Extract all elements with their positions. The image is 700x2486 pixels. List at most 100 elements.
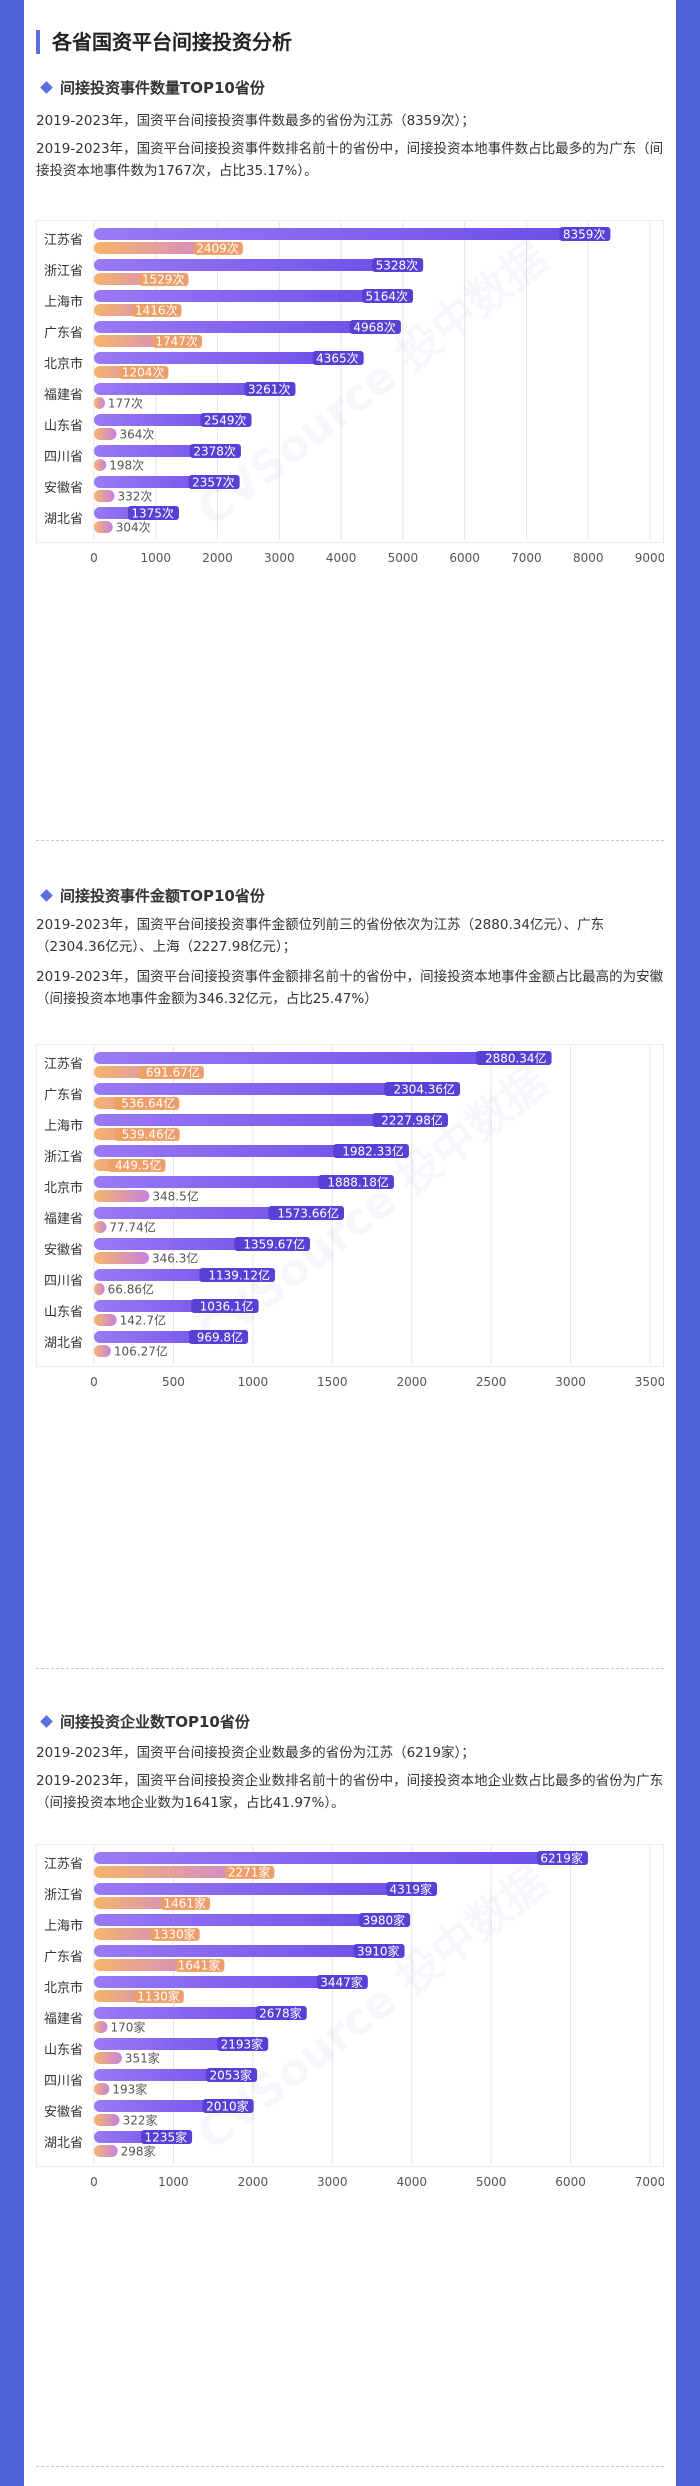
bar-local-value-label: 177次 — [108, 397, 143, 411]
category-label: 广东省 — [44, 326, 83, 341]
bar-main-value-label: 2227.98亿 — [381, 1113, 443, 1128]
bar-main-label-bg — [372, 1113, 448, 1127]
bar-main-value-label: 3910家 — [357, 1944, 400, 1959]
bar-local — [94, 2021, 108, 2033]
bar-main — [94, 1883, 438, 1895]
bar-local-value-label: 351家 — [125, 2051, 160, 2066]
bar-main-label-bg — [362, 289, 414, 303]
x-tick-label: 6000 — [449, 551, 480, 562]
x-tick-label: 3000 — [317, 2175, 348, 2189]
bar-local-value-label: 170家 — [111, 2020, 146, 2035]
section-title: 间接投资事件金额TOP10省份 — [40, 886, 265, 906]
bar-local-value-label: 193家 — [112, 2082, 147, 2097]
bar-local-value-label: 1747次 — [155, 335, 198, 349]
report-page: 各省国资平台间接投资分析 间接投资事件数量TOP10省份 2019-2023年，… — [24, 0, 676, 2486]
category-label: 北京市 — [44, 1980, 83, 1996]
category-label: 上海市 — [44, 1118, 83, 1134]
bar-main-value-label: 8359次 — [563, 228, 606, 242]
category-label: 四川省 — [44, 450, 83, 465]
bar-main-label-bg — [268, 1206, 344, 1220]
bar-main-value-label: 4319家 — [390, 1882, 433, 1897]
bar-local — [94, 1283, 105, 1295]
bar-local-label-bg — [152, 335, 202, 348]
bar-main-value-label: 1036.1亿 — [200, 1299, 254, 1314]
bar-local — [94, 2114, 120, 2126]
bar-local-label-bg — [113, 1097, 180, 1110]
bar-main — [94, 290, 414, 302]
bar-main-label-bg — [188, 475, 240, 489]
bar-main — [94, 1145, 409, 1157]
bar-main-label-bg — [188, 1330, 249, 1344]
category-label: 广东省 — [44, 1950, 83, 1965]
bar-main-value-label: 1235家 — [145, 2130, 188, 2145]
bar-local-value-label: 2271家 — [228, 1865, 271, 1880]
section-paragraph: 2019-2023年，国资平台间接投资企业数排名前十的省份中，间接投资本地企业数… — [36, 1773, 664, 1811]
bar-main — [94, 1852, 588, 1864]
bar-local-label-bg — [161, 1897, 211, 1910]
bar-local — [94, 521, 113, 533]
bar-local-value-label: 322家 — [123, 2113, 158, 2128]
chart-frame — [36, 220, 664, 543]
bar-main-value-label: 3261次 — [248, 383, 291, 397]
bar-main-label-bg — [475, 1051, 552, 1065]
bar-main-value-label: 1359.67亿 — [243, 1237, 305, 1252]
bar-main-label-bg — [206, 2068, 258, 2082]
category-label: 湖北省 — [44, 2136, 83, 2151]
x-tick-label: 5000 — [388, 551, 419, 562]
x-tick-label: 5000 — [476, 2175, 507, 2189]
section-paragraph: 2019-2023年，国资平台间接投资企业数最多的省份为江苏（6219家）； — [36, 1745, 475, 1761]
x-tick-label: 8000 — [573, 551, 604, 562]
bar-local-label-bg — [114, 1128, 180, 1141]
section-divider — [36, 2466, 664, 2467]
x-tick-label: 1000 — [238, 1375, 269, 1389]
bar-main-value-label: 2378次 — [193, 445, 236, 459]
x-tick-label: 1500 — [317, 1375, 348, 1389]
bar-main — [94, 1083, 461, 1095]
bar-local-value-label: 77.74亿 — [109, 1220, 155, 1235]
diamond-bullet-icon — [40, 81, 53, 94]
bar-local-value-label: 691.67亿 — [146, 1065, 200, 1080]
bar-main — [94, 2007, 307, 2019]
x-tick-label: 2500 — [476, 1375, 507, 1389]
category-label: 福建省 — [44, 2012, 83, 2027]
bar-local-value-label: 1641家 — [178, 1958, 221, 1973]
x-tick-label: 7000 — [635, 2175, 664, 2189]
bar-main-label-bg — [372, 258, 424, 272]
category-label: 浙江省 — [44, 1888, 83, 1903]
x-tick-label: 3000 — [264, 551, 295, 562]
bar-main-label-bg — [384, 1082, 461, 1096]
category-label: 四川省 — [44, 2074, 83, 2089]
chart-frame — [36, 1844, 664, 2167]
bar-local-value-label: 539.46亿 — [122, 1127, 176, 1142]
company-count-chart: 0 1000 2000 3000 4000 5000 6000 7000 CVSource 投中… — [36, 1844, 665, 2219]
bar-main-value-label: 2880.34亿 — [485, 1051, 547, 1066]
bar-local-label-bg — [175, 1959, 225, 1972]
bar-main-value-label: 1375次 — [131, 507, 174, 521]
bar-main — [94, 1114, 448, 1126]
bar-local — [94, 459, 107, 471]
section-paragraph: 2019-2023年，国资平台间接投资事件金额排名前十的省份中，间接投资本地事件… — [36, 969, 664, 1007]
bar-local — [94, 2052, 122, 2064]
category-label: 北京市 — [44, 1180, 83, 1196]
category-label: 山东省 — [44, 1305, 83, 1320]
bar-main-label-bg — [318, 1175, 394, 1189]
bar-main — [94, 228, 611, 240]
bar-main — [94, 1052, 552, 1064]
category-label: 安徽省 — [44, 1243, 83, 1258]
bar-main-value-label: 2357次 — [192, 476, 235, 490]
bar-local-value-label: 536.64亿 — [121, 1096, 175, 1111]
bar-local — [94, 1252, 150, 1264]
section-title-text: 间接投资事件数量TOP10省份 — [60, 79, 265, 97]
section-paragraph: 2019-2023年，国资平台间接投资事件金额位列前三的省份依次为江苏（2880… — [36, 917, 605, 955]
bar-local-value-label: 1529次 — [142, 273, 185, 287]
bar-main-value-label: 2053家 — [210, 2068, 253, 2083]
bar-main-value-label: 1982.33亿 — [342, 1144, 404, 1159]
bar-local-label-bg — [108, 1159, 166, 1172]
category-label: 北京市 — [44, 356, 83, 372]
category-label: 湖北省 — [44, 512, 83, 527]
bar-main-value-label: 2010家 — [206, 2099, 249, 2114]
category-label: 安徽省 — [44, 2105, 83, 2120]
bar-main-value-label: 4365次 — [316, 352, 359, 366]
bar-local-value-label: 2409次 — [196, 242, 239, 256]
